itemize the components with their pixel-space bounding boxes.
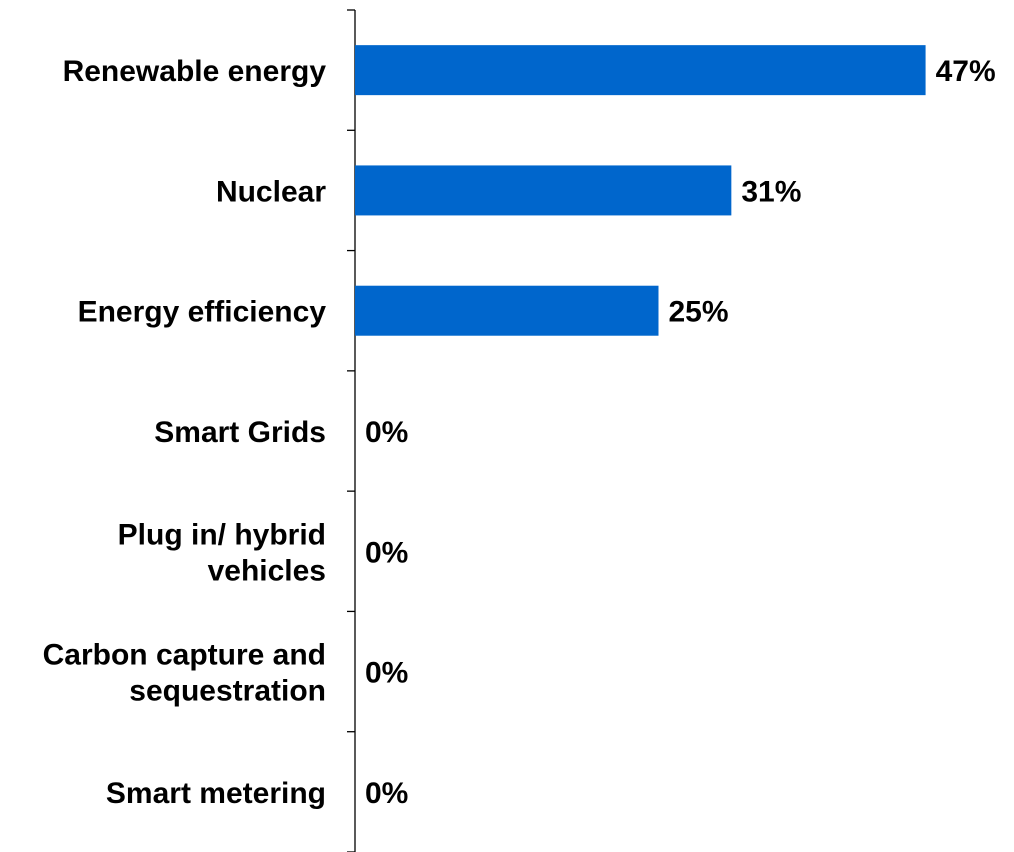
y-tick-label: Smart metering [106,777,326,810]
y-tick-label: Smart Grids [154,416,326,449]
y-tick-label: Carbon capture and sequestration [43,639,326,708]
value-label: 31% [741,175,801,208]
value-label: 47% [936,55,996,88]
value-label: 25% [669,296,729,329]
bar [355,165,732,216]
y-tick-label: Energy efficiency [78,296,327,329]
value-label: 0% [365,416,408,449]
y-tick-label: Renewable energy [63,55,327,88]
y-tick-label: Plug in/ hybrid vehicles [118,518,326,587]
value-label: 0% [365,777,408,810]
bar [355,45,926,96]
y-tick-label: Nuclear [216,175,326,208]
value-label: 0% [365,657,408,690]
value-label: 0% [365,536,408,569]
bar [355,285,659,336]
